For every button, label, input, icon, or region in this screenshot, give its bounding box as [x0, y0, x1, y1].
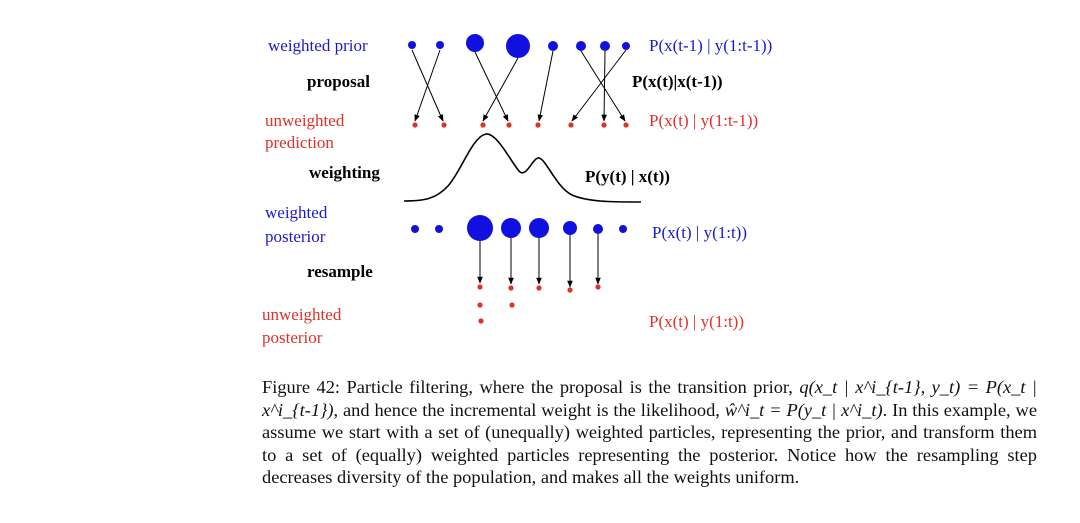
resampled-particle: [477, 284, 483, 290]
dist-posterior-unweighted: P(x(t) | y(1:t)): [649, 312, 744, 331]
caption-equation-weight: ŵ^i_t = P(y_t | x^i_t): [724, 399, 883, 420]
prediction-particle: [480, 122, 486, 128]
label-weighting: weighting: [309, 163, 380, 182]
label-unweighted-prediction-1: unweighted: [265, 111, 345, 130]
posterior-particle: [619, 225, 627, 233]
prior-particle: [506, 34, 530, 58]
dist-likelihood: P(y(t) | x(t)): [585, 167, 670, 186]
dist-transition: P(x(t)|x(t-1)): [632, 72, 723, 91]
prior-particle: [622, 42, 630, 50]
proposal-arrow: [580, 50, 626, 122]
prediction-particle: [568, 122, 574, 128]
resampled-particle: [509, 302, 515, 308]
caption-equation-proposal: q(x_t | x^i_{t-1}, y_t) = P(x_t | x^i_{t…: [262, 377, 1037, 420]
prior-particle: [466, 34, 484, 52]
proposal-arrow: [414, 49, 441, 122]
proposal-arrow: [474, 51, 509, 122]
prediction-particle: [441, 122, 447, 128]
caption-mid: , and hence the incremental weight is th…: [333, 399, 720, 420]
caption-prefix: Figure 42: Particle filtering, where the…: [262, 377, 793, 397]
label-unweighted-posterior-2: posterior: [262, 328, 323, 347]
particle-filter-diagram: [403, 34, 642, 324]
resampled-particle: [478, 318, 484, 324]
label-unweighted-posterior-1: unweighted: [262, 305, 342, 324]
proposal-arrow: [482, 57, 519, 122]
prior-particle: [548, 41, 558, 51]
resampled-particle: [595, 284, 601, 290]
resample-arrows: [477, 234, 601, 288]
prediction-particle: [506, 122, 512, 128]
dist-posterior-weighted: P(x(t) | y(1:t)): [652, 223, 747, 242]
dist-prediction: P(x(t) | y(1:t-1)): [649, 111, 759, 130]
posterior-weighted-particles: [411, 215, 627, 241]
resampled-particle: [567, 287, 573, 293]
proposal-arrow: [571, 49, 627, 122]
likelihood-curve: [403, 133, 642, 203]
label-proposal: proposal: [307, 72, 370, 91]
resampled-particle: [536, 285, 542, 291]
posterior-particle: [593, 224, 603, 234]
label-weighted-posterior-1: weighted: [265, 203, 328, 222]
resampled-particles: [477, 284, 601, 324]
posterior-particle: [529, 218, 549, 238]
caption-rest: . In this example, we assume we start wi…: [262, 399, 1037, 488]
label-weighted-prior: weighted prior: [268, 36, 368, 55]
resampled-particle: [477, 302, 483, 308]
posterior-particle: [467, 215, 493, 241]
prior-particles: [408, 34, 630, 58]
proposal-arrow: [537, 50, 554, 122]
resampled-particle: [508, 285, 514, 291]
posterior-particle: [411, 225, 419, 233]
posterior-particle: [563, 221, 577, 235]
proposal-arrow: [601, 50, 607, 122]
posterior-particle: [501, 218, 521, 238]
prior-particle: [408, 41, 416, 49]
prior-particle: [576, 41, 586, 51]
label-unweighted-prediction-2: prediction: [265, 133, 334, 152]
proposal-arrows: [411, 49, 627, 122]
prediction-particle: [601, 122, 607, 128]
prior-particle: [600, 41, 610, 51]
prediction-particles: [412, 122, 629, 128]
prediction-particle: [623, 122, 629, 128]
prior-particle: [436, 41, 444, 49]
label-weighted-posterior-2: posterior: [265, 227, 326, 246]
label-resample: resample: [307, 262, 373, 281]
prediction-particle: [535, 122, 541, 128]
posterior-particle: [435, 225, 443, 233]
dist-prior: P(x(t-1) | y(1:t-1)): [649, 36, 773, 55]
figure-caption: Figure 42: Particle filtering, where the…: [262, 376, 1037, 489]
prediction-particle: [412, 122, 418, 128]
